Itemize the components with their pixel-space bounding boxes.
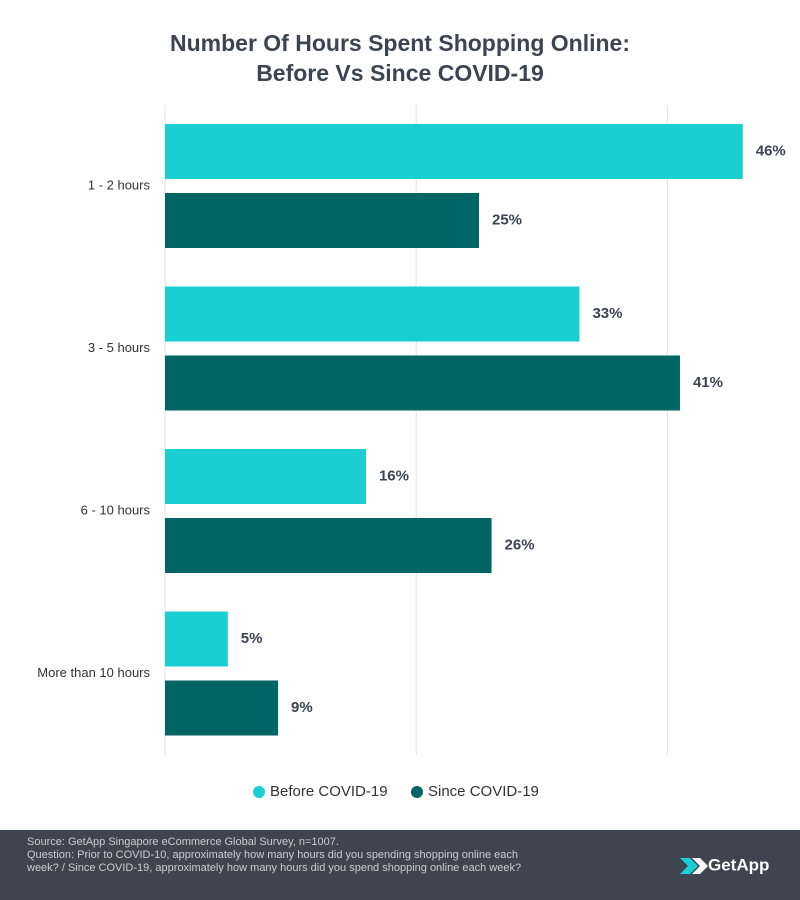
y-tick-label: 6 - 10 hours <box>81 502 151 517</box>
legend-marker <box>253 786 265 798</box>
chart-title: Number Of Hours Spent Shopping Online: <box>170 30 630 56</box>
value-label: 26% <box>505 536 535 553</box>
footer-background <box>0 830 800 900</box>
value-label: 16% <box>379 467 409 484</box>
bar <box>165 611 228 667</box>
bar <box>165 286 580 342</box>
y-tick-label: 3 - 5 hours <box>88 340 151 355</box>
value-label: 9% <box>291 699 313 716</box>
chart-title: Before Vs Since COVID-19 <box>256 60 544 86</box>
value-label: 46% <box>756 142 786 159</box>
value-label: 41% <box>693 374 723 391</box>
y-tick-label: More than 10 hours <box>37 665 150 680</box>
bar <box>165 124 743 179</box>
value-label: 5% <box>241 630 263 647</box>
logo-text: GetApp <box>708 855 769 874</box>
footer-source: Question: Prior to COVID-10, approximate… <box>27 849 518 861</box>
bar <box>165 518 492 573</box>
legend-label: Before COVID-19 <box>270 783 388 800</box>
value-label: 33% <box>592 305 622 322</box>
value-label: 25% <box>492 211 522 228</box>
bar <box>165 449 366 504</box>
bar <box>165 355 680 411</box>
footer-source: Source: GetApp Singapore eCommerce Globa… <box>27 836 339 848</box>
logo-icon <box>680 858 708 874</box>
footer-source: week? / Since COVID-19, approximately ho… <box>26 862 521 874</box>
legend-marker <box>411 786 423 798</box>
legend-label: Since COVID-19 <box>428 783 539 800</box>
bar <box>165 680 279 736</box>
bar <box>165 193 479 248</box>
y-tick-label: 1 - 2 hours <box>88 177 151 192</box>
